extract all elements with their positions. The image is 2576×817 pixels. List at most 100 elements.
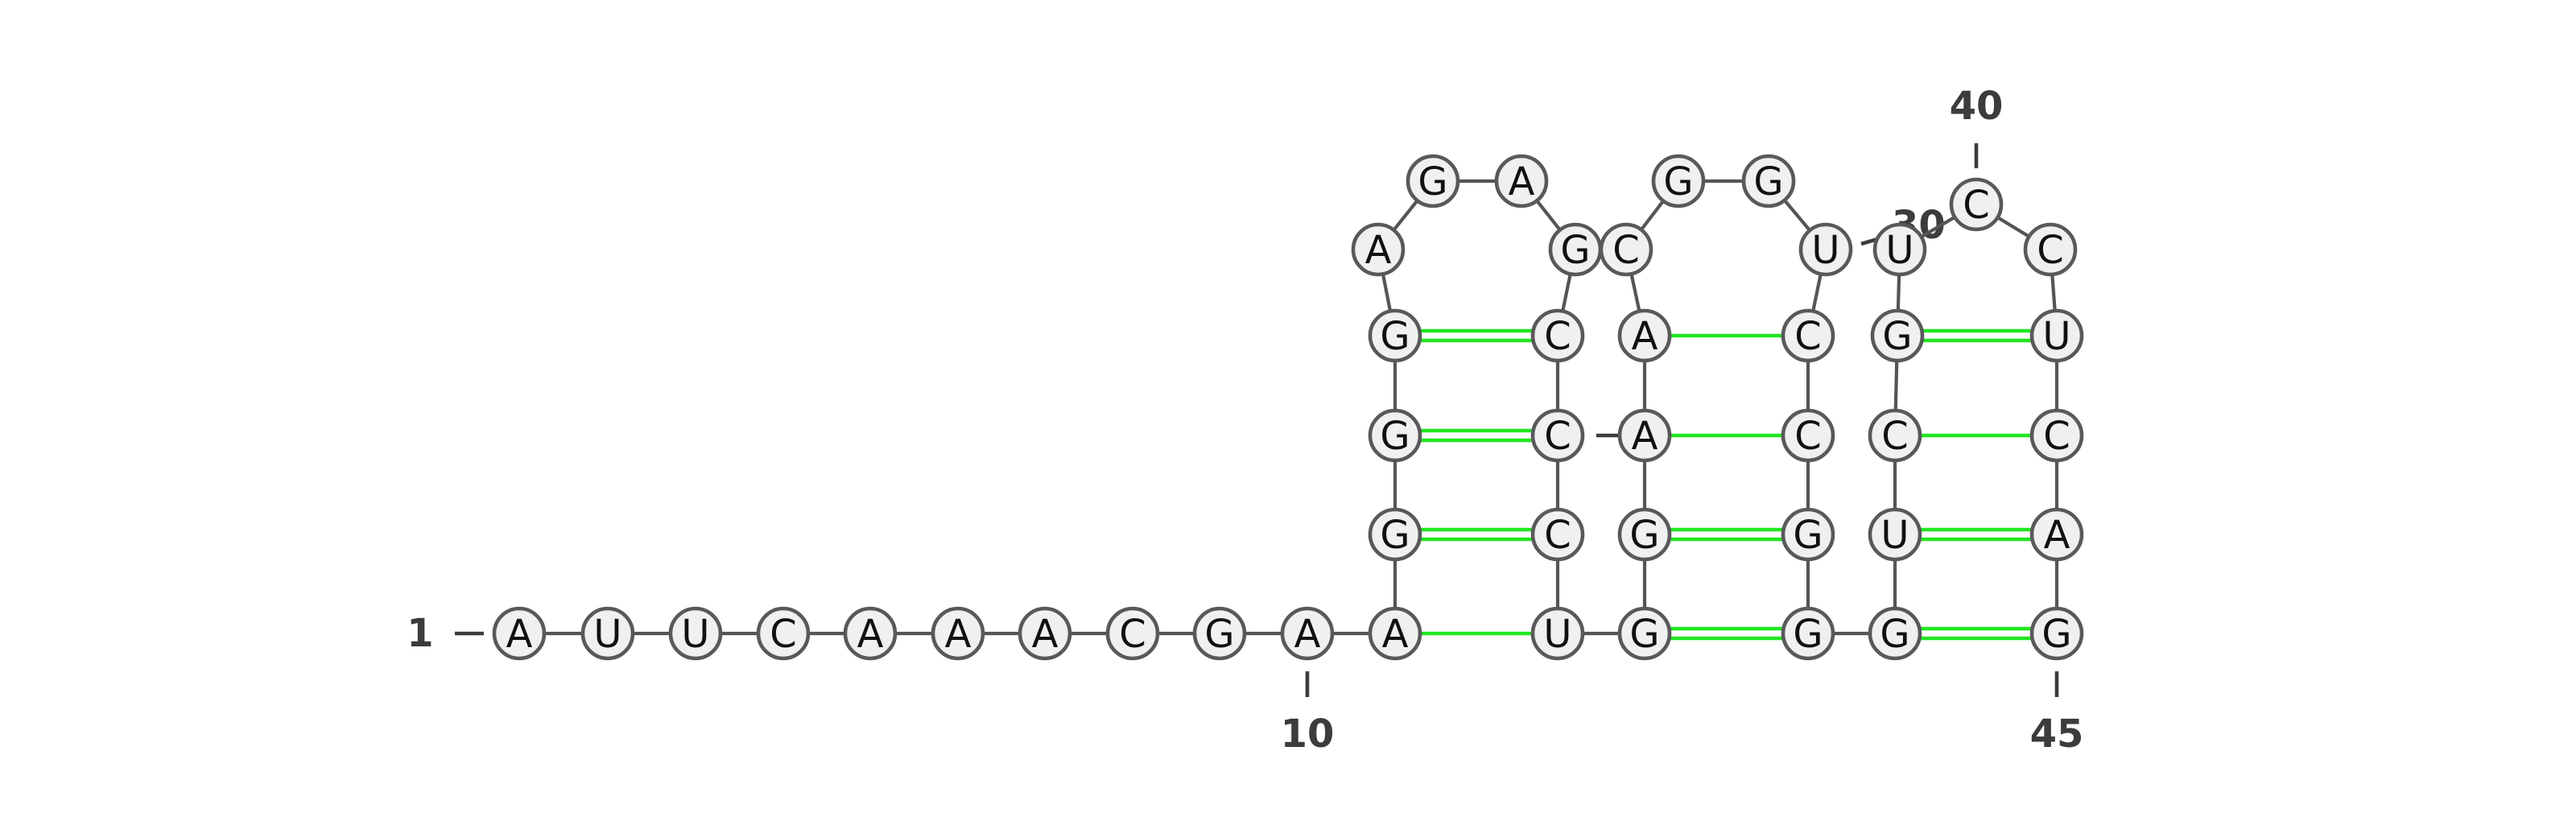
nucleotide-circle (1530, 408, 1585, 463)
nucleotide-letter: C (1119, 612, 1146, 657)
nucleotide-circle (1781, 308, 1835, 363)
nucleotide-37: C (1868, 408, 1922, 463)
nucleotide-circle (1494, 154, 1549, 208)
nucleotide-24: G (1617, 507, 1672, 562)
nucleotide-circle (1530, 308, 1585, 363)
nucleotide-circle (1617, 507, 1672, 562)
nucleotide-12: G (1368, 507, 1422, 562)
nucleotide-letter: G (1753, 159, 1783, 204)
nucleotide-circle (2029, 507, 2084, 562)
nucleotide-circle (1530, 606, 1585, 661)
nucleotide-circle (1351, 222, 1406, 277)
nucleotide-4: C (756, 606, 811, 661)
nucleotide-circle (1868, 606, 1922, 661)
nucleotide-27: C (1599, 222, 1653, 277)
nucleotide-circle (1368, 507, 1422, 562)
base-pair (1922, 328, 2032, 343)
nucleotide-45: G (2029, 606, 2084, 661)
nucleotide-letter: U (681, 612, 709, 657)
position-label-1: 1 (407, 611, 433, 656)
nucleotide-letter: G (1629, 513, 1659, 558)
nucleotide-42: U (2029, 308, 2084, 363)
nucleotide-letter: G (1793, 513, 1823, 558)
nucleotide-41: C (2023, 222, 2078, 277)
nucleotide-43: C (2029, 408, 2084, 463)
nucleotide-letter: G (1882, 314, 1912, 359)
nucleotide-circle (1798, 222, 1853, 277)
nucleotide-circle (1781, 606, 1835, 661)
position-label-45: 45 (2030, 712, 2084, 757)
nucleotide-letter: A (1294, 612, 1321, 657)
nucleotide-26: A (1617, 308, 1672, 363)
nucleotide-circle (931, 606, 985, 661)
base-pair (1920, 626, 2032, 641)
nucleotide-circle (1651, 154, 1706, 208)
nucleotide-letter: C (1612, 228, 1640, 273)
nucleotide-circle (1868, 408, 1922, 463)
nucleotide-circle (1599, 222, 1653, 277)
nucleotide-circle (1530, 507, 1585, 562)
nucleotide-letter: A (1632, 314, 1658, 359)
nucleotide-letter: G (2041, 612, 2071, 657)
nucleotide-letter: U (2042, 314, 2070, 359)
nucleotide-circle (2029, 606, 2084, 661)
base-pair (1420, 328, 1533, 343)
nucleotide-circle (1192, 606, 1247, 661)
base-pair (1420, 428, 1533, 443)
nucleotide-circle (1105, 606, 1160, 661)
nucleotide-39: U (1872, 222, 1927, 277)
nucleotide-letter: A (1509, 159, 1535, 204)
nucleotide-13: G (1368, 408, 1422, 463)
nucleotide-18: G (1548, 222, 1603, 277)
nucleotide-circle (843, 606, 898, 661)
base-pair (1670, 527, 1783, 542)
nucleotide-7: A (1018, 606, 1072, 661)
nucleotide-letter: A (1632, 414, 1658, 459)
nucleotide-circle (2029, 308, 2084, 363)
nucleotide-letter: C (1544, 513, 1571, 558)
base-pair (1420, 527, 1533, 542)
nucleotide-letter: G (1380, 314, 1410, 359)
nucleotide-letter: G (1880, 612, 1909, 657)
nucleotide-circle (1872, 222, 1927, 277)
nucleotide-letter: U (1543, 612, 1571, 657)
nucleotide-35: G (1868, 606, 1922, 661)
nucleotide-letter: U (593, 612, 621, 657)
nucleotide-letter: G (1204, 612, 1234, 657)
nucleotide-30: U (1798, 222, 1853, 277)
nucleotide-21: C (1530, 507, 1585, 562)
nucleotide-40: C (1949, 177, 2004, 232)
nucleotide-circle (1406, 154, 1460, 208)
nucleotide-letter: C (1963, 183, 1990, 228)
nucleotide-letter: C (1544, 414, 1571, 459)
nucleotide-circle (1617, 606, 1672, 661)
nucleotide-23: G (1617, 606, 1672, 661)
nucleotide-29: G (1741, 154, 1796, 208)
nucleotide-38: G (1870, 308, 1925, 363)
nucleotide-letter: G (1663, 159, 1693, 204)
nucleotide-letter: U (1885, 228, 1913, 273)
nucleotide-circle (2023, 222, 2078, 277)
nucleotide-36: U (1868, 507, 1922, 562)
nucleotide-circle (492, 606, 547, 661)
nucleotide-2: U (580, 606, 635, 661)
nucleotide-letter: A (1032, 612, 1059, 657)
nucleotide-circle (1949, 177, 2004, 232)
nucleotide-letter: G (1418, 159, 1447, 204)
nucleotide-5: A (843, 606, 898, 661)
base-pair (1670, 626, 1783, 641)
nucleotide-31: C (1781, 308, 1835, 363)
nucleotide-letter: A (2044, 513, 2070, 558)
nucleotide-letter: G (1560, 228, 1590, 273)
nucleotide-circle (1368, 408, 1422, 463)
nucleotide-circle (1617, 408, 1672, 463)
nucleotide-6: A (931, 606, 985, 661)
nucleotide-letter: U (1811, 228, 1839, 273)
nucleotide-circle (1741, 154, 1796, 208)
position-label-40: 40 (1950, 84, 2004, 129)
nucleotide-28: G (1651, 154, 1706, 208)
nucleotide-letter: C (1544, 314, 1571, 359)
nucleotide-circle (1280, 606, 1335, 661)
